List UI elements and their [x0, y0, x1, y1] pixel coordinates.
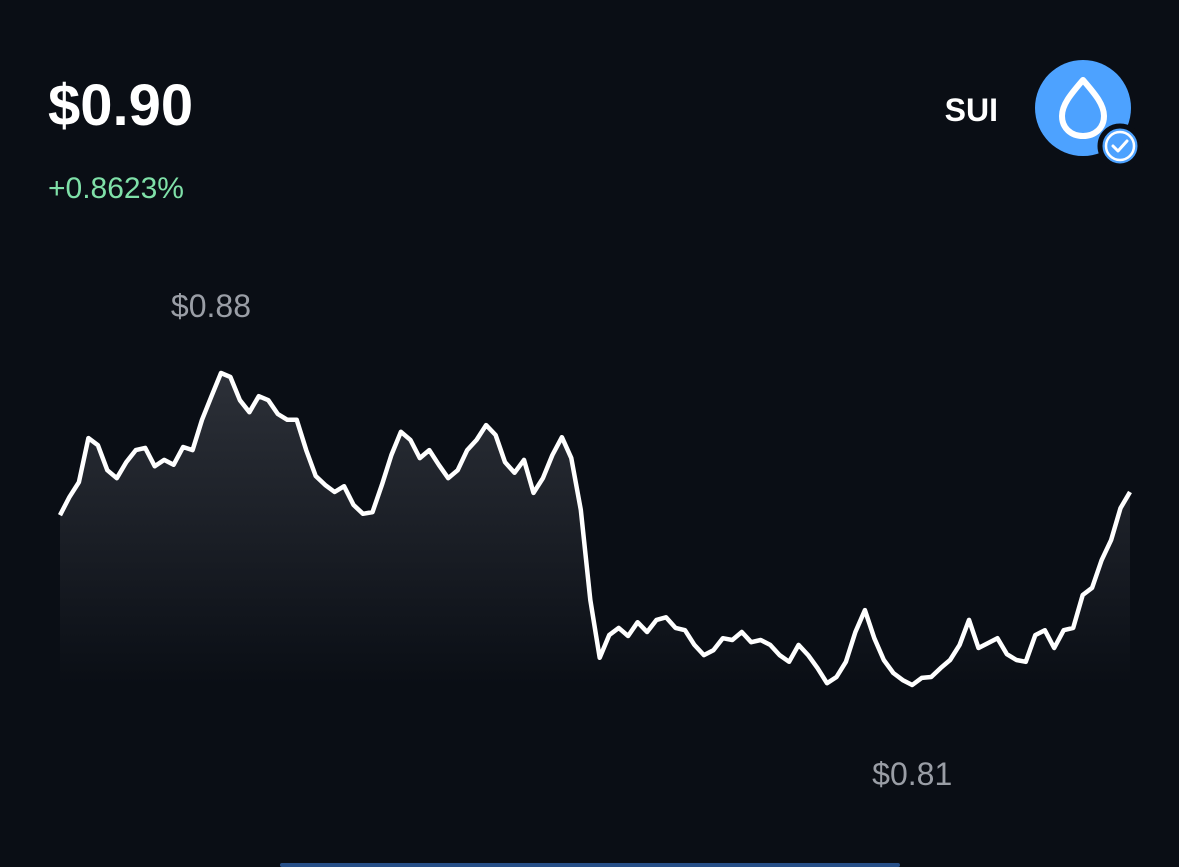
price: $0.90: [48, 73, 193, 138]
token-icon[interactable]: [1035, 60, 1143, 169]
change: +0.8623%: [48, 172, 184, 205]
high-label: $0.88: [171, 288, 251, 324]
price-line: [58, 370, 1132, 688]
badge-check: [1111, 139, 1129, 153]
symbol: SUI: [945, 92, 998, 128]
bottom-bar: [280, 863, 900, 867]
price-chart: $0.88 $0.81: [58, 288, 1132, 792]
badge-ring: [1104, 130, 1136, 162]
area: [60, 373, 1130, 685]
icon-drop: [1059, 77, 1107, 139]
low-label: $0.81: [872, 756, 952, 792]
